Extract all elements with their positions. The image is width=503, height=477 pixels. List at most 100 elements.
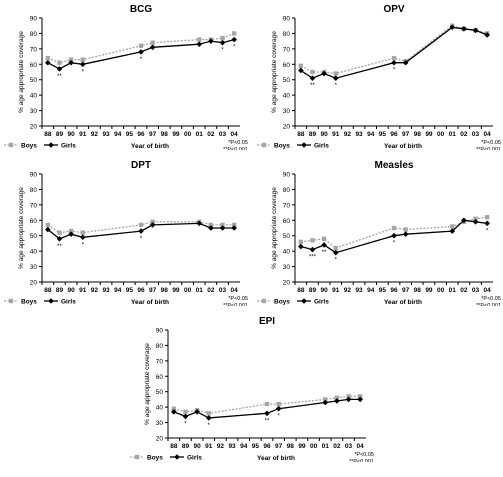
- y-axis-label: % age appropriate coverage: [144, 343, 151, 425]
- y-tick-label: 20: [283, 280, 291, 287]
- significance-mark: **: [57, 244, 62, 250]
- significance-mark: *: [140, 236, 143, 242]
- series-line-boys: [173, 395, 361, 414]
- x-tick-label: 92: [344, 131, 352, 138]
- x-tick-label: 92: [217, 443, 225, 450]
- data-point-girls: [449, 24, 456, 31]
- x-tick-label: 00: [184, 287, 192, 294]
- x-tick-label: 04: [231, 131, 239, 138]
- y-tick-label: 50: [283, 233, 291, 240]
- significance-mark: *: [393, 241, 396, 247]
- legend-label-girls: Girls: [61, 143, 76, 150]
- y-tick-label: 40: [283, 93, 291, 100]
- y-tick-label: 90: [156, 328, 164, 335]
- x-tick-label: 01: [449, 287, 457, 294]
- data-point-girls: [461, 217, 467, 224]
- y-tick-label: 30: [283, 108, 291, 115]
- data-point-girls: [298, 243, 304, 250]
- x-tick-label: 88: [297, 131, 305, 138]
- series-line-girls: [173, 398, 361, 419]
- significance-mark: *: [335, 258, 338, 264]
- legend-label-girls: Girls: [61, 299, 76, 306]
- data-point-boys: [138, 43, 144, 48]
- x-tick-label: 96: [390, 131, 398, 138]
- data-point-girls: [56, 236, 63, 242]
- y-tick-label: 90: [283, 172, 291, 179]
- significance-footnote: *P<0.05: [481, 296, 501, 302]
- data-point-girls: [138, 49, 144, 55]
- data-point-girls: [182, 413, 189, 420]
- y-tick-label: 60: [30, 218, 38, 225]
- significance-mark: **: [322, 250, 327, 256]
- x-tick-label: 97: [402, 287, 410, 294]
- data-point-girls: [208, 225, 214, 231]
- significance-footnote: *P<0.05: [481, 140, 501, 146]
- data-point-boys: [333, 71, 338, 76]
- x-tick-label: 04: [484, 287, 492, 294]
- y-tick-label: 70: [156, 358, 164, 365]
- data-point-boys: [220, 35, 225, 41]
- data-point-girls: [357, 396, 363, 403]
- x-tick-label: 00: [437, 131, 445, 138]
- y-tick-label: 90: [30, 172, 38, 179]
- data-point-girls: [402, 59, 409, 66]
- data-point-boys: [264, 401, 270, 407]
- x-tick-label: 02: [460, 131, 468, 138]
- x-tick-label: 02: [333, 443, 341, 450]
- x-axis-label: Year of birth: [131, 299, 169, 306]
- x-axis-label: Year of birth: [384, 143, 422, 150]
- x-tick-label: 00: [184, 131, 192, 138]
- significance-footnote: **P<0.001: [223, 303, 248, 306]
- x-tick-label: 99: [425, 131, 433, 138]
- x-tick-label: 91: [79, 131, 87, 138]
- x-tick-label: 99: [425, 287, 433, 294]
- x-tick-label: 99: [298, 443, 306, 450]
- x-tick-label: 89: [309, 131, 317, 138]
- significance-mark: *: [184, 421, 187, 427]
- x-tick-label: 99: [172, 287, 180, 294]
- y-tick-label: 50: [30, 233, 38, 240]
- y-tick-label: 30: [283, 264, 291, 271]
- y-tick-label: 80: [30, 187, 38, 194]
- y-tick-label: 70: [283, 46, 291, 53]
- y-axis-label: % age appropriate coverage: [271, 187, 278, 269]
- x-tick-label: 93: [355, 131, 363, 138]
- x-tick-label: 90: [68, 131, 76, 138]
- significance-footnote: **P<0.001: [476, 303, 501, 306]
- y-tick-label: 60: [283, 62, 291, 69]
- legend-marker-boys: [8, 298, 14, 304]
- series-line-boys: [300, 216, 488, 249]
- data-point-boys: [473, 216, 478, 221]
- y-tick-label: 70: [30, 46, 38, 53]
- x-tick-label: 92: [91, 287, 99, 294]
- legend-label-girls: Girls: [187, 455, 202, 462]
- data-point-boys: [357, 394, 363, 399]
- x-tick-label: 93: [228, 443, 236, 450]
- x-tick-label: 03: [219, 131, 227, 138]
- y-tick-label: 20: [283, 124, 291, 131]
- data-point-girls: [149, 44, 156, 51]
- x-tick-label: 00: [310, 443, 318, 450]
- significance-mark: *: [486, 228, 489, 234]
- data-point-girls: [196, 220, 203, 227]
- data-point-girls: [231, 36, 237, 43]
- data-point-boys: [346, 394, 351, 399]
- y-tick-label: 30: [156, 420, 164, 427]
- data-point-girls: [196, 41, 203, 48]
- significance-mark: *: [140, 57, 143, 63]
- significance-mark: **: [310, 83, 315, 89]
- data-point-boys: [68, 57, 74, 62]
- y-tick-label: 20: [30, 280, 38, 287]
- x-tick-label: 91: [205, 443, 213, 450]
- data-point-boys: [323, 397, 328, 402]
- x-tick-label: 02: [207, 131, 215, 138]
- data-point-boys: [57, 60, 62, 65]
- series-line-boys: [47, 221, 235, 234]
- y-tick-label: 60: [283, 218, 291, 225]
- legend-label-boys: Boys: [274, 299, 290, 306]
- y-tick-label: 90: [283, 16, 291, 23]
- data-point-boys: [484, 215, 490, 220]
- chart-panel-measles: Measles 20 30 40 50 60 70 80 90 88 89 90 91 92 93 94 95 9…: [253, 156, 503, 309]
- data-point-girls: [309, 246, 316, 253]
